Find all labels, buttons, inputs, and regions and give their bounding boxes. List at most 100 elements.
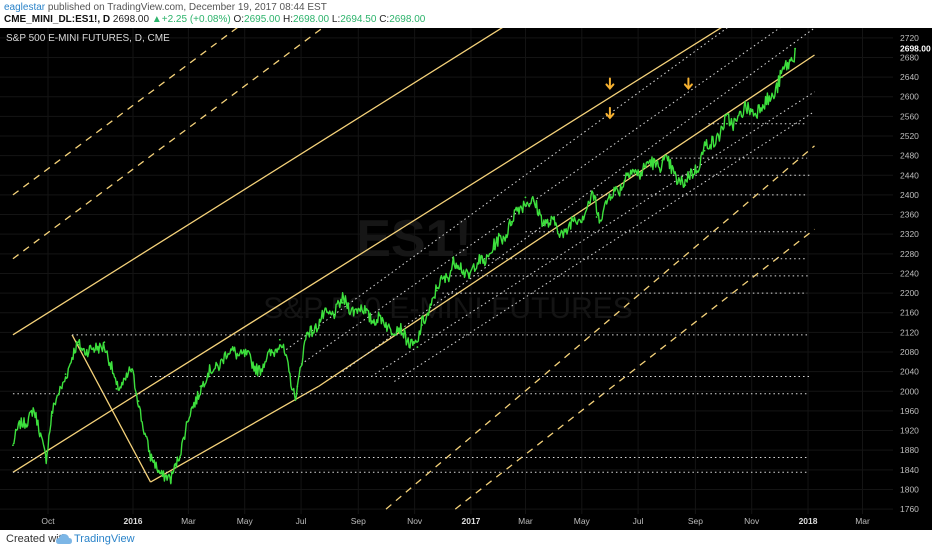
y-tick-label: 2280 <box>900 249 919 259</box>
y-tick-label: 2600 <box>900 92 919 102</box>
price-point <box>749 108 752 110</box>
solid-trend-line[interactable] <box>12 28 815 473</box>
y-tick-label: 2400 <box>900 190 919 200</box>
tradingview-link[interactable]: TradingView <box>74 533 135 545</box>
open-label: O: <box>233 14 245 25</box>
current-price-label: 2698.00 <box>900 44 931 54</box>
dotted-trend-line[interactable] <box>342 28 815 373</box>
y-tick-label: 2360 <box>900 210 919 220</box>
y-tick-label: 2160 <box>900 308 919 318</box>
publish-info: eaglestar published on TradingView.com, … <box>4 2 327 13</box>
price-point <box>130 370 133 373</box>
price-chart[interactable]: ES1! S&P 500 E-MINI FUTURES 1760 1800 1840… <box>0 28 932 530</box>
drawing-tools[interactable] <box>12 28 815 510</box>
y-tick-label: 2080 <box>900 347 919 357</box>
dashed-trend-line[interactable] <box>12 28 415 196</box>
y-axis: 1760 1800 1840 1880 1920 1960 2000 2040 2080 2120… <box>895 33 931 514</box>
price-point <box>64 373 67 375</box>
solid-trend-line[interactable] <box>71 334 152 483</box>
up-arrow-icon: ▲ <box>151 14 162 25</box>
price-point <box>199 385 202 388</box>
price-point <box>341 302 344 304</box>
price-point <box>376 319 379 321</box>
price-point <box>169 481 172 483</box>
price-point <box>93 351 96 353</box>
price-point <box>675 174 677 177</box>
price-point <box>416 346 419 348</box>
price-point <box>794 47 797 50</box>
price-point <box>781 76 784 78</box>
x-tick-label: Mar <box>518 516 533 526</box>
watermark-name: S&P 500 E-MINI FUTURES <box>263 292 633 325</box>
x-tick-label: Mar <box>181 516 196 526</box>
x-tick-label: Oct <box>41 516 55 526</box>
x-tick-label: Sep <box>688 516 703 526</box>
price-point <box>296 385 299 388</box>
price-point <box>725 122 728 125</box>
price-point <box>435 289 438 292</box>
dashed-trend-line[interactable] <box>385 145 815 510</box>
symbol-info: CME_MINI_DL:ES1!, D 2698.00 ▲+2.25 (+0.0… <box>4 14 425 25</box>
x-tick-label: Nov <box>407 516 423 526</box>
open-value: 2695.00 <box>244 14 281 25</box>
down-arrow-icon[interactable] <box>605 106 615 120</box>
down-arrow-icon[interactable] <box>605 77 615 90</box>
dotted-trend-line[interactable] <box>300 28 814 365</box>
price-point <box>626 174 628 177</box>
author-link[interactable]: eaglestar <box>4 2 46 13</box>
price-point <box>77 343 80 346</box>
price-point <box>594 196 597 199</box>
high-value: 2698.00 <box>292 14 330 25</box>
price-point <box>421 324 423 326</box>
price-scale[interactable] <box>893 28 932 514</box>
x-axis: Oct 2016 Mar May Jul Sep Nov 2017 Mar May Jul Sep No… <box>41 516 870 526</box>
price-point <box>115 387 118 390</box>
publish-text: published on TradingView.com, December 1… <box>45 2 327 13</box>
x-tick-label: 2016 <box>124 516 143 526</box>
price-point <box>216 363 218 366</box>
tradingview-cloud-icon <box>56 534 72 544</box>
y-tick-label: 1960 <box>900 406 919 416</box>
y-tick-label: 2640 <box>900 72 919 82</box>
dashed-trend-line[interactable] <box>454 228 815 510</box>
price-point <box>763 105 766 108</box>
y-tick-label: 1920 <box>900 426 919 436</box>
chart-title: S&P 500 E-MINI FUTURES, D, CME <box>6 33 170 44</box>
price-line[interactable] <box>12 48 796 485</box>
price-point <box>524 196 527 199</box>
time-scale[interactable] <box>0 514 932 530</box>
created-with-text: Created with <box>6 533 68 545</box>
price-point <box>233 348 236 351</box>
price-point <box>452 262 455 265</box>
price-series[interactable] <box>12 47 797 485</box>
solid-trend-line[interactable] <box>12 28 815 336</box>
dotted-trend-line[interactable] <box>285 28 814 350</box>
annotation-arrows[interactable] <box>605 77 693 120</box>
y-tick-label: 1800 <box>900 484 919 494</box>
y-tick-label: 2720 <box>900 33 919 43</box>
price-point <box>50 414 53 417</box>
close-label: C: <box>379 14 390 25</box>
y-tick-label: 1840 <box>900 465 919 475</box>
down-arrow-icon[interactable] <box>683 77 693 90</box>
price-point <box>306 331 309 334</box>
x-tick-label: May <box>574 516 591 526</box>
price-point <box>260 368 263 371</box>
chart-background <box>0 28 932 530</box>
price-point <box>510 221 513 223</box>
high-label: H: <box>282 14 293 25</box>
price-point <box>397 329 399 331</box>
y-tick-label: 1880 <box>900 445 919 455</box>
y-tick-label: 2520 <box>900 131 919 141</box>
price-point <box>19 424 22 427</box>
x-tick-label: May <box>237 516 254 526</box>
price-point <box>278 338 281 341</box>
price-point <box>493 248 495 250</box>
x-tick-label: 2018 <box>799 516 818 526</box>
price-point <box>595 216 598 218</box>
dashed-trend-line[interactable] <box>12 28 415 260</box>
solid-trend-line[interactable] <box>150 385 319 483</box>
price-point <box>661 159 664 162</box>
price-point <box>32 410 35 412</box>
price-point <box>548 223 551 226</box>
